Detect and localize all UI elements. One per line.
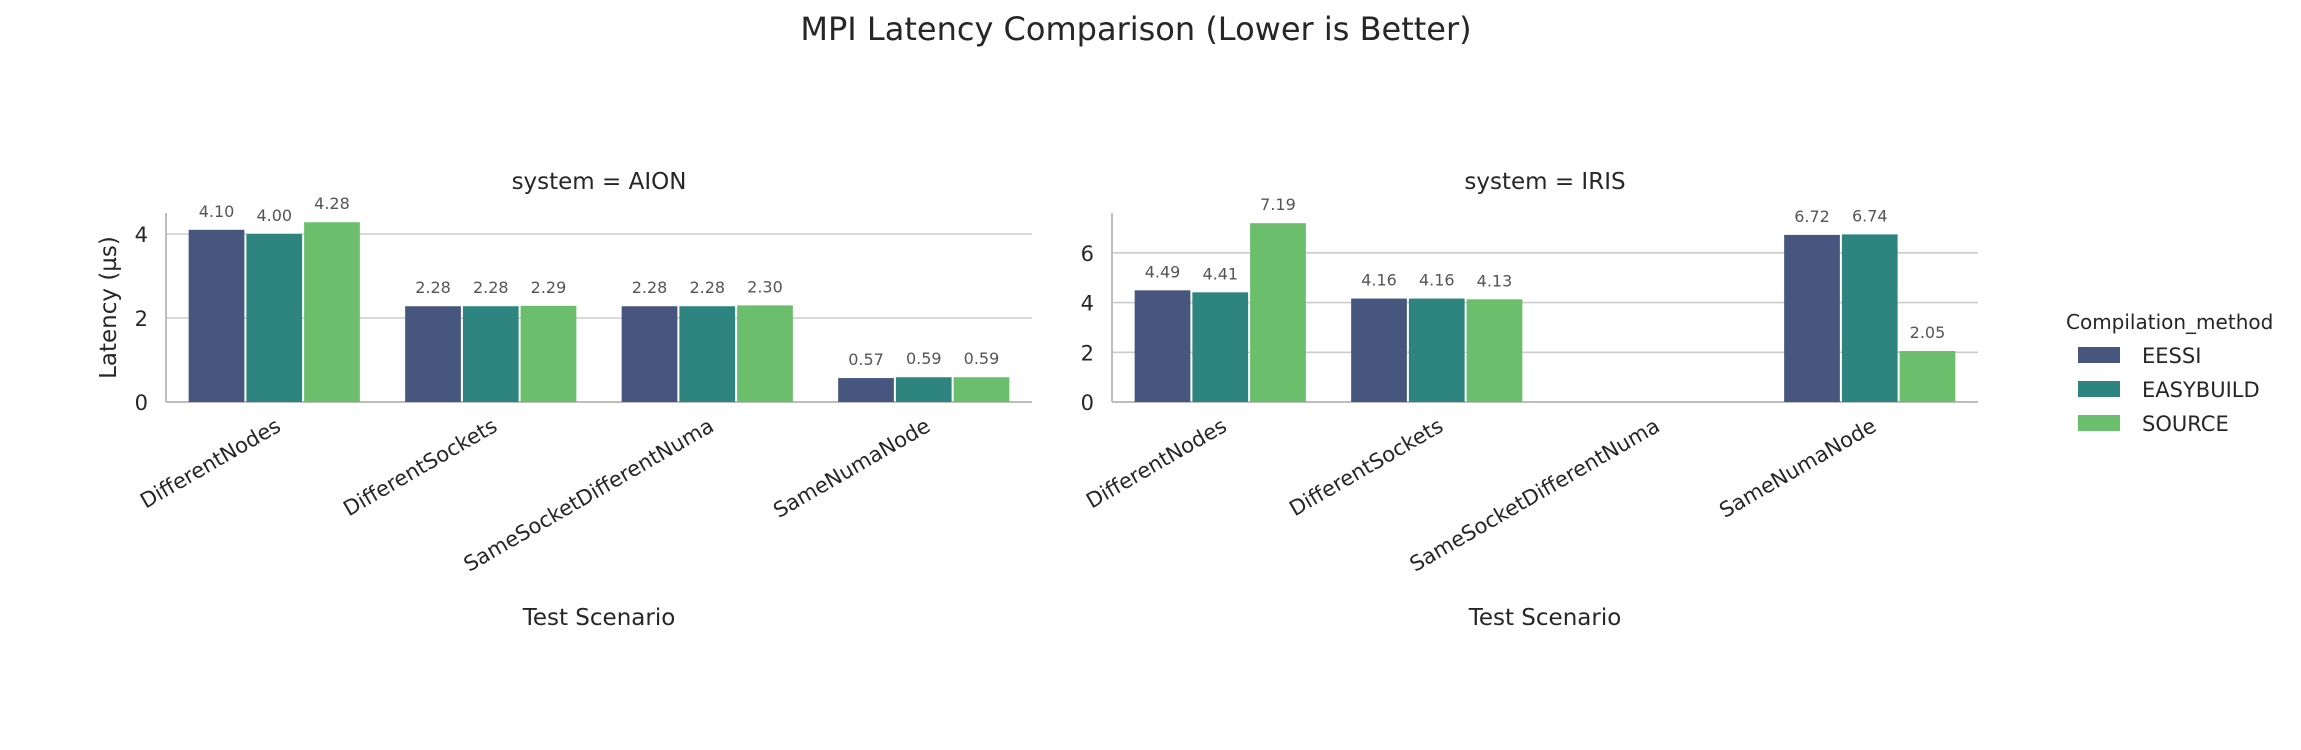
bar bbox=[246, 234, 303, 402]
bar bbox=[1250, 223, 1306, 402]
x-axis-label: Test Scenario bbox=[522, 605, 676, 631]
bar bbox=[462, 306, 519, 402]
legend: Compilation_method EESSI EASYBUILD SOURCE bbox=[2066, 310, 2273, 436]
bar-value-label: 0.57 bbox=[848, 350, 884, 369]
bar bbox=[621, 306, 678, 402]
bar-value-label: 0.59 bbox=[964, 349, 1000, 368]
bar-value-label: 4.16 bbox=[1361, 271, 1397, 290]
bar-value-label: 2.28 bbox=[632, 278, 668, 297]
y-tick-label: 4 bbox=[1081, 292, 1094, 316]
bar-value-label: 2.29 bbox=[531, 278, 567, 297]
bar-value-label: 4.13 bbox=[1477, 271, 1513, 290]
bar-value-label: 2.30 bbox=[747, 277, 783, 296]
legend-swatch bbox=[2078, 347, 2120, 363]
bar bbox=[188, 229, 245, 402]
bar bbox=[895, 377, 952, 402]
y-tick-label: 4 bbox=[135, 223, 148, 247]
bar-value-label: 6.74 bbox=[1852, 206, 1888, 225]
bar bbox=[838, 378, 894, 402]
bar-value-label: 4.49 bbox=[1145, 262, 1181, 281]
bar bbox=[1784, 234, 1840, 402]
bar-value-label: 4.00 bbox=[256, 206, 292, 225]
bar-value-label: 0.59 bbox=[906, 349, 942, 368]
bar bbox=[737, 305, 793, 402]
bar bbox=[304, 222, 360, 402]
bar bbox=[953, 377, 1010, 402]
y-tick-label: 2 bbox=[1081, 341, 1094, 365]
bar bbox=[405, 306, 461, 402]
x-tick-label: SameNumaNode bbox=[769, 414, 934, 523]
bar-value-label: 2.28 bbox=[473, 278, 509, 297]
x-tick-label: SameSocketDifferentNuma bbox=[460, 414, 718, 577]
bar bbox=[1408, 298, 1465, 402]
x-tick-label: SameNumaNode bbox=[1715, 414, 1880, 523]
legend-swatch bbox=[2078, 381, 2120, 397]
panel-title: system = AION bbox=[512, 169, 687, 195]
bar bbox=[1899, 351, 1956, 402]
legend-title: Compilation_method bbox=[2066, 310, 2273, 334]
bar bbox=[1351, 298, 1407, 402]
bar-value-label: 2.28 bbox=[689, 278, 725, 297]
x-tick-label: SameSocketDifferentNuma bbox=[1406, 414, 1664, 577]
y-tick-label: 2 bbox=[135, 307, 148, 331]
y-tick-label: 6 bbox=[1081, 242, 1094, 266]
bar bbox=[1466, 299, 1523, 402]
y-tick-label: 0 bbox=[1081, 391, 1094, 415]
bar-value-label: 2.28 bbox=[415, 278, 451, 297]
panel-title: system = IRIS bbox=[1464, 169, 1625, 195]
bar-value-label: 4.28 bbox=[314, 194, 350, 213]
y-axis-label: Latency (µs) bbox=[96, 236, 122, 379]
bar bbox=[1134, 290, 1191, 402]
x-axis-label: Test Scenario bbox=[1468, 605, 1622, 631]
legend-swatch bbox=[2078, 415, 2120, 431]
bar-value-label: 7.19 bbox=[1260, 195, 1296, 214]
bar bbox=[1192, 292, 1249, 402]
bar bbox=[679, 306, 736, 402]
bar-value-label: 4.10 bbox=[199, 202, 235, 221]
legend-entry: EESSI bbox=[2142, 344, 2201, 368]
x-tick-label: DifferentNodes bbox=[1082, 414, 1231, 514]
bar-value-label: 6.72 bbox=[1794, 207, 1830, 226]
x-tick-label: DifferentSockets bbox=[1285, 414, 1447, 521]
bar bbox=[520, 305, 577, 402]
chart-panels: system = AION 0 2 4 4.10 2.28 2.28 0.57 4.00 2.28… bbox=[96, 169, 1978, 631]
x-tick-label: DifferentNodes bbox=[136, 414, 285, 514]
bar-value-label: 4.16 bbox=[1419, 271, 1455, 290]
legend-entry: SOURCE bbox=[2142, 412, 2229, 436]
chart-title: MPI Latency Comparison (Lower is Better) bbox=[800, 10, 1471, 48]
bar-value-label: 4.41 bbox=[1202, 264, 1238, 283]
legend-entry: EASYBUILD bbox=[2142, 378, 2260, 402]
x-tick-label: DifferentSockets bbox=[339, 414, 501, 521]
panel-1: system = IRIS 0 2 4 6 4.49 4.16 6.72 4.41 4.16 6.7… bbox=[1081, 169, 1978, 631]
bar bbox=[1841, 234, 1898, 402]
panel-0: system = AION 0 2 4 4.10 2.28 2.28 0.57 4.00 2.28… bbox=[96, 169, 1032, 631]
y-tick-label: 0 bbox=[135, 391, 148, 415]
bar-value-label: 2.05 bbox=[1910, 323, 1946, 342]
